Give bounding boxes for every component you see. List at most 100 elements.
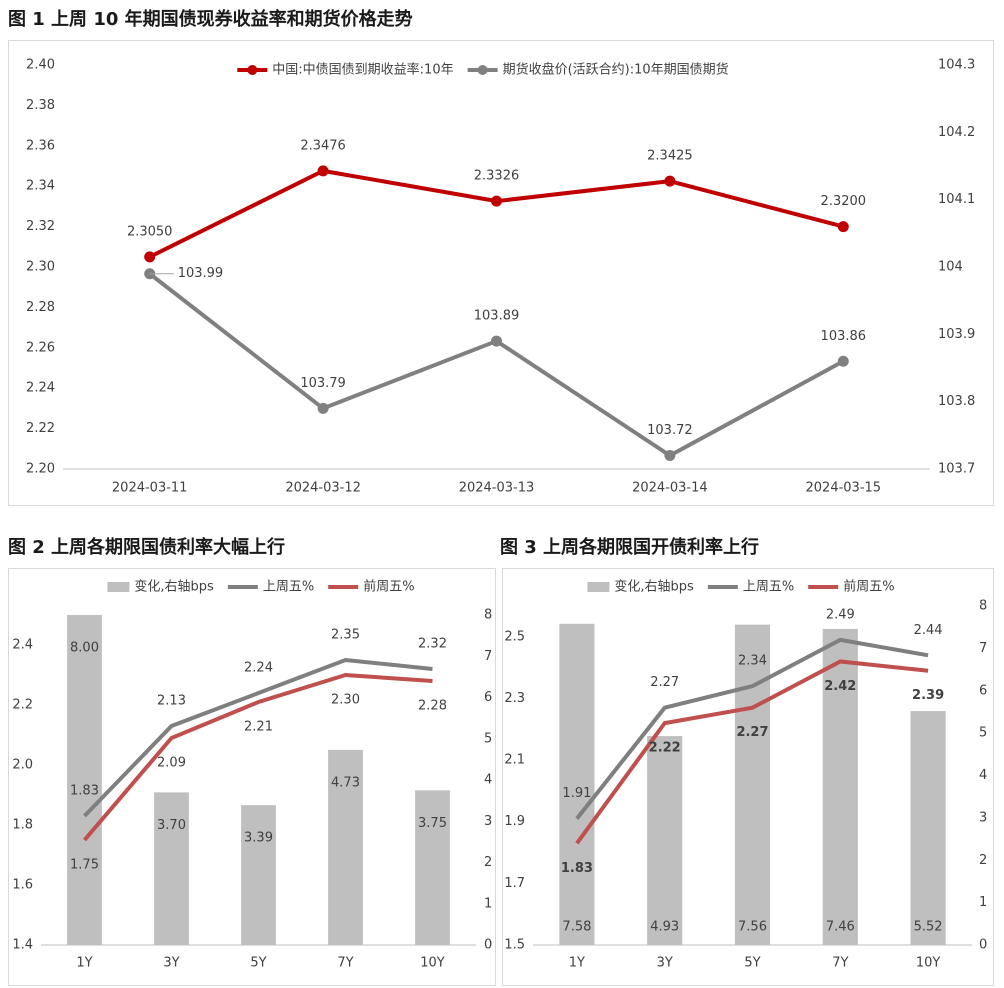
data-label: 2.34 bbox=[738, 654, 767, 669]
data-label: 103.89 bbox=[474, 309, 520, 324]
x-tick-label: 1Y bbox=[76, 956, 92, 971]
y2-tick-label: 3 bbox=[979, 810, 987, 825]
data-label: 3.39 bbox=[244, 831, 273, 846]
data-label: 2.3326 bbox=[474, 169, 520, 184]
legend-label: 变化,右轴bps bbox=[134, 579, 214, 595]
bar bbox=[559, 623, 595, 945]
legend-label: 期货收盘价(活跃合约):10年期国债期货 bbox=[503, 62, 729, 78]
bar bbox=[910, 711, 946, 945]
y-tick-label: 2.28 bbox=[26, 300, 55, 315]
y2-tick-label: 0 bbox=[979, 938, 987, 953]
data-label: 3.70 bbox=[157, 818, 186, 833]
data-label: 2.28 bbox=[418, 699, 447, 714]
data-label: 103.72 bbox=[647, 423, 693, 438]
y-tick-label: 2.20 bbox=[26, 462, 55, 477]
y2-tick-label: 8 bbox=[979, 599, 987, 614]
x-tick-label: 2024-03-14 bbox=[632, 481, 708, 496]
y2-tick-label: 103.9 bbox=[938, 327, 975, 342]
marker bbox=[664, 450, 676, 462]
y-tick-label: 2.1 bbox=[504, 753, 525, 768]
y-tick-label: 2.4 bbox=[12, 638, 33, 653]
x-tick-label: 3Y bbox=[163, 956, 179, 971]
y-tick-label: 1.8 bbox=[12, 818, 33, 833]
chart-frame bbox=[8, 40, 994, 506]
legend-label: 前周五% bbox=[363, 579, 414, 595]
line bbox=[148, 168, 844, 259]
marker bbox=[837, 355, 849, 367]
x-tick-label: 5Y bbox=[744, 956, 760, 971]
y-tick-label: 2.26 bbox=[26, 340, 55, 355]
legend-label: 变化,右轴bps bbox=[614, 579, 694, 595]
data-label: 4.73 bbox=[331, 775, 360, 790]
y-tick-label: 1.5 bbox=[504, 938, 525, 953]
y-tick-label: 2.5 bbox=[504, 629, 525, 644]
data-label: 7.46 bbox=[826, 920, 855, 935]
bar bbox=[241, 805, 276, 945]
y2-tick-label: 8 bbox=[484, 608, 492, 623]
bar bbox=[734, 624, 771, 945]
legend-label: 中国:中债国债到期收益率:10年 bbox=[272, 62, 453, 78]
y2-tick-label: 104.3 bbox=[938, 58, 975, 73]
data-label: 2.49 bbox=[826, 607, 855, 622]
chart-title: 图 1 上周 10 年期国债现券收益率和期货价格走势 bbox=[8, 8, 413, 30]
data-label: 2.13 bbox=[157, 694, 186, 709]
bar bbox=[415, 790, 450, 945]
y2-tick-label: 5 bbox=[979, 726, 987, 741]
data-label: 2.44 bbox=[914, 623, 943, 638]
chart-title: 图 3 上周各期限国开债利率上行 bbox=[500, 536, 759, 558]
line bbox=[575, 659, 929, 845]
bar bbox=[822, 628, 858, 945]
bar bbox=[647, 736, 683, 945]
data-label: 2.3476 bbox=[300, 138, 346, 153]
y2-tick-label: 6 bbox=[484, 690, 492, 705]
marker bbox=[664, 175, 676, 187]
y-tick-label: 2.30 bbox=[26, 260, 55, 275]
data-label: 2.21 bbox=[244, 720, 273, 735]
x-tick-label: 2024-03-13 bbox=[459, 481, 535, 496]
x-tick-label: 10Y bbox=[916, 956, 941, 971]
data-label: 1.83 bbox=[561, 861, 593, 876]
chart-frame bbox=[502, 568, 994, 986]
data-label: 2.42 bbox=[824, 679, 856, 694]
y-tick-label: 1.4 bbox=[12, 938, 33, 953]
data-label: 2.39 bbox=[912, 688, 944, 703]
x-tick-label: 5Y bbox=[250, 956, 266, 971]
y-tick-label: 2.40 bbox=[26, 58, 55, 73]
y-tick-label: 1.9 bbox=[504, 814, 525, 829]
data-label: 2.30 bbox=[331, 693, 360, 708]
y-tick-label: 2.2 bbox=[12, 698, 33, 713]
y-tick-label: 2.36 bbox=[26, 138, 55, 153]
data-label: 2.27 bbox=[650, 675, 679, 690]
y2-tick-label: 2 bbox=[484, 855, 492, 870]
data-label: 2.32 bbox=[418, 637, 447, 652]
marker bbox=[317, 165, 329, 177]
y-tick-label: 1.6 bbox=[12, 878, 33, 893]
line bbox=[82, 672, 433, 842]
y2-tick-label: 103.7 bbox=[938, 462, 975, 477]
data-label: 2.27 bbox=[736, 725, 768, 740]
y-tick-label: 2.3 bbox=[504, 691, 525, 706]
data-label: 103.86 bbox=[821, 329, 867, 344]
legend-swatch bbox=[107, 582, 130, 592]
y2-tick-label: 1 bbox=[484, 896, 492, 911]
chart-frame bbox=[8, 568, 496, 986]
legend-label: 上周五% bbox=[263, 580, 314, 595]
y2-tick-label: 104.2 bbox=[938, 125, 975, 140]
data-label: 2.09 bbox=[157, 756, 186, 771]
y-tick-label: 2.32 bbox=[26, 219, 55, 234]
y-tick-label: 2.22 bbox=[26, 421, 55, 436]
chart-title: 图 2 上周各期限国债利率大幅上行 bbox=[8, 536, 285, 558]
data-label: 1.75 bbox=[70, 858, 99, 873]
data-label: 2.3425 bbox=[647, 149, 693, 164]
data-label: 3.75 bbox=[418, 816, 447, 831]
marker bbox=[317, 402, 329, 414]
data-label: 103.99 bbox=[178, 266, 224, 281]
y2-tick-label: 6 bbox=[979, 683, 987, 698]
line bbox=[83, 657, 433, 818]
x-tick-label: 1Y bbox=[569, 956, 585, 971]
y-tick-label: 2.24 bbox=[26, 381, 55, 396]
legend-marker bbox=[247, 65, 258, 75]
y-tick-label: 2.0 bbox=[12, 758, 33, 773]
y2-tick-label: 4 bbox=[979, 768, 987, 783]
